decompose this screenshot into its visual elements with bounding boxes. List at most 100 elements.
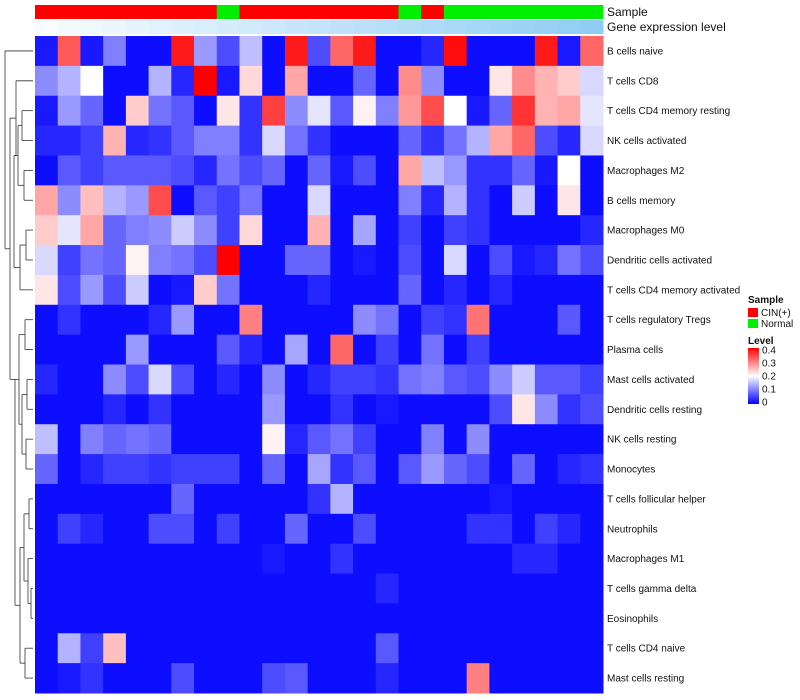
heatmap-cell <box>398 245 422 276</box>
heatmap-cell <box>534 543 559 575</box>
heatmap-cell <box>125 215 150 246</box>
heatmap-cell <box>262 245 286 276</box>
heatmap-cell <box>148 513 172 545</box>
heatmap-cell <box>580 513 604 545</box>
heatmap-cell <box>421 125 445 156</box>
heatmap-cell <box>216 334 240 365</box>
heatmap-cell <box>421 185 445 216</box>
heatmap-cell <box>35 304 59 336</box>
row-label: Monocytes <box>607 465 655 476</box>
heatmap-cell <box>307 95 331 127</box>
heatmap-cell <box>307 394 331 425</box>
heatmap-cell <box>125 513 150 545</box>
heatmap-cell <box>330 394 354 425</box>
heatmap-cell <box>35 125 59 156</box>
heatmap-cell <box>375 125 400 156</box>
heatmap-cell <box>57 304 81 336</box>
legend-swatch-normal <box>748 319 758 328</box>
heatmap-cell <box>171 65 195 97</box>
heatmap-cell <box>239 95 263 127</box>
heatmap-cell <box>284 125 309 156</box>
heatmap-cell <box>353 36 377 67</box>
heatmap-cell <box>125 543 150 575</box>
heatmap-cell <box>307 543 331 575</box>
sample-annotation-cell <box>580 5 604 19</box>
heatmap-cell <box>194 424 218 455</box>
heatmap-cell <box>239 364 263 395</box>
heatmap-cell <box>353 364 377 395</box>
heatmap-cell <box>239 36 263 67</box>
heatmap-cell <box>466 543 490 575</box>
heatmap-cell <box>35 334 59 365</box>
heatmap-cell <box>35 454 59 485</box>
heatmap-cell <box>171 274 195 306</box>
heatmap-cell <box>194 364 218 395</box>
heatmap-cell <box>262 573 286 604</box>
heatmap-cell <box>125 483 150 515</box>
heatmap-cell <box>512 513 536 545</box>
heatmap-cell <box>512 304 536 336</box>
heatmap-cell <box>534 274 559 306</box>
heatmap-cell <box>421 245 445 276</box>
heatmap-cell <box>35 215 59 246</box>
heatmap-cell <box>330 36 354 67</box>
heatmap-cell <box>148 394 172 425</box>
heatmap-cell <box>103 36 127 67</box>
heatmap-cell <box>330 663 354 694</box>
heatmap-cell <box>239 65 263 97</box>
heatmap-cell <box>330 95 354 127</box>
gene-level-annotation-cell <box>398 20 422 34</box>
heatmap-cell <box>284 95 309 127</box>
heatmap-cell <box>125 603 150 634</box>
heatmap-cell <box>284 185 309 216</box>
heatmap-cell <box>262 603 286 634</box>
row-label: T cells regulatory Tregs <box>607 315 711 326</box>
heatmap-cell <box>239 513 263 545</box>
heatmap-cell <box>330 573 354 604</box>
sample-annotation-cell <box>125 5 150 19</box>
heatmap-cell <box>148 543 172 575</box>
heatmap-cell <box>580 304 604 336</box>
heatmap-cell <box>57 125 81 156</box>
heatmap-cell <box>284 274 309 306</box>
heatmap-cell <box>580 483 604 515</box>
heatmap-cell <box>466 36 490 67</box>
heatmap-cell <box>194 185 218 216</box>
heatmap-cell <box>57 364 81 395</box>
heatmap-cell <box>489 573 513 604</box>
heatmap-cell <box>239 633 263 664</box>
heatmap-cell <box>512 663 536 694</box>
heatmap-cell <box>330 334 354 365</box>
sample-annotation-cell <box>330 5 354 19</box>
heatmap-cell <box>125 663 150 694</box>
heatmap-cell <box>57 95 81 127</box>
heatmap-cell <box>489 36 513 67</box>
heatmap-cell <box>171 663 195 694</box>
heatmap-cell <box>534 513 559 545</box>
heatmap-cell <box>307 513 331 545</box>
heatmap-cell <box>443 36 468 67</box>
heatmap-cell <box>284 573 309 604</box>
heatmap-cell <box>35 603 59 634</box>
heatmap-cell <box>194 215 218 246</box>
heatmap-cell <box>489 603 513 634</box>
heatmap-cell <box>35 245 59 276</box>
gene-level-annotation-cell <box>580 20 604 34</box>
heatmap-cell <box>580 155 604 186</box>
heatmap-cell <box>216 394 240 425</box>
sample-annotation-cell <box>239 5 263 19</box>
heatmap-cell <box>80 185 104 216</box>
gene-level-annotation-cell <box>466 20 490 34</box>
heatmap-cell <box>262 185 286 216</box>
sample-annotation-cell <box>534 5 559 19</box>
heatmap-cell <box>375 573 400 604</box>
heatmap-cell <box>353 334 377 365</box>
heatmap-cell <box>57 663 81 694</box>
gene-level-annotation-cell <box>512 20 536 34</box>
heatmap-cell <box>125 633 150 664</box>
heatmap-cell <box>353 155 377 186</box>
row-label: Macrophages M1 <box>607 554 685 565</box>
heatmap-cell <box>284 543 309 575</box>
heatmap-cell <box>398 603 422 634</box>
heatmap-cell <box>398 304 422 336</box>
